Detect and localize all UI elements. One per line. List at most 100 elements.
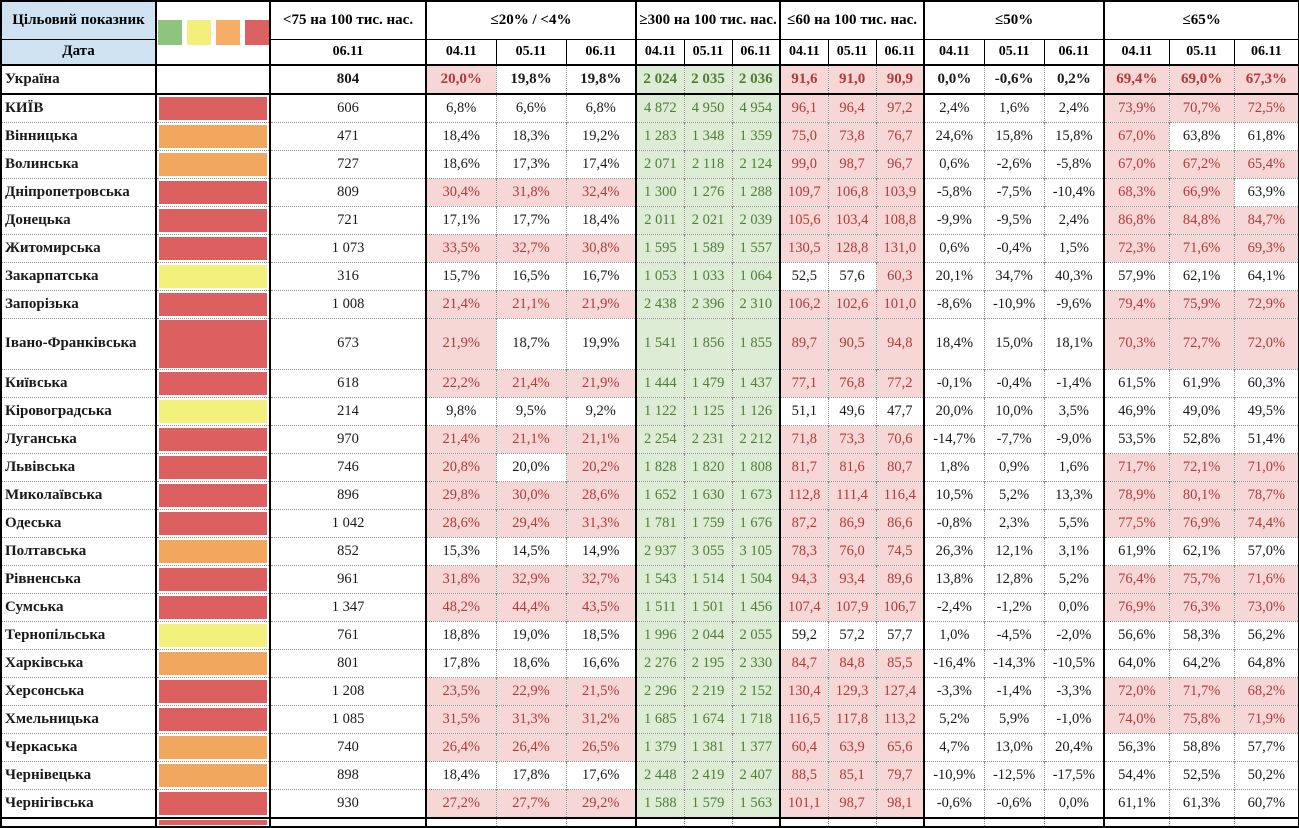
cell-empty — [1234, 816, 1299, 827]
cell-per60: 99,0 — [780, 149, 829, 178]
cell-pct65: 76,3% — [1169, 592, 1235, 621]
cell-per300: 1 514 — [684, 564, 733, 593]
cell-pct50: 24,6% — [924, 121, 985, 150]
status-swatch — [156, 564, 271, 593]
cell-pct20: 31,5% — [426, 704, 497, 733]
status-swatch — [156, 536, 271, 565]
cell-pct50: -14,3% — [984, 648, 1045, 677]
status-swatch — [156, 508, 271, 537]
cell-pct20: 6,6% — [496, 93, 567, 122]
cell-per300: 1 288 — [732, 177, 782, 206]
region-name: Луганська — [1, 424, 157, 453]
cell-pct50: 20,1% — [924, 261, 985, 290]
cell-pct20: 30,8% — [566, 233, 638, 262]
cell-pct65: 72,1% — [1169, 452, 1235, 481]
cell-pct65: 57,9% — [1104, 261, 1170, 290]
cell-pct20: 31,8% — [496, 177, 567, 206]
region-name: Львівська — [1, 452, 157, 481]
cell-pct65: 76,9% — [1104, 592, 1170, 621]
cell-per60: 131,0 — [876, 233, 926, 262]
cell-pct20: 17,6% — [566, 760, 638, 789]
cell-pct65: 64,8% — [1234, 648, 1299, 677]
region-name: Закарпатська — [1, 261, 157, 290]
cell-per300: 2 044 — [684, 620, 733, 649]
cell-pct50: -0,8% — [924, 508, 985, 537]
cell-pct50: 10,0% — [984, 396, 1045, 425]
cell-pct20: 17,8% — [496, 760, 567, 789]
cell-pct20: 27,7% — [496, 788, 567, 818]
status-swatch — [156, 63, 271, 95]
cell-per300: 1 589 — [684, 233, 733, 262]
cell-per60: 106,2 — [780, 289, 829, 318]
group-header-c75: <75 на 100 тис. нас. — [270, 1, 427, 40]
cell-per300: 2 024 — [636, 63, 685, 95]
region-name: Вінницька — [1, 121, 157, 150]
date-cell: 05.11 — [828, 39, 877, 65]
cell-pct65: 84,7% — [1234, 205, 1299, 234]
cell-per300: 1 579 — [684, 788, 733, 818]
status-swatch — [156, 261, 271, 290]
cell-pct65: 56,3% — [1104, 732, 1170, 761]
status-swatch-color — [159, 180, 267, 204]
status-swatch-color — [159, 819, 267, 825]
cell-per300: 1 855 — [732, 317, 782, 369]
status-swatch — [156, 396, 271, 425]
date-cell: 04.11 — [1104, 39, 1170, 65]
cell-per300: 2 276 — [636, 648, 685, 677]
cell-pct20: 16,5% — [496, 261, 567, 290]
table-row: Чернігівська 930 27,2% 27,7% 29,2% 1 588 1 579… — [1, 788, 1299, 818]
status-swatch-color — [159, 623, 267, 647]
cell-per300: 1 652 — [636, 480, 685, 509]
cell-pct65: 61,3% — [1169, 788, 1235, 818]
table-row: Закарпатська 316 15,7% 16,5% 16,7% 1 053 1 033… — [1, 261, 1299, 290]
cell-per60: 112,8 — [780, 480, 829, 509]
cell-pct65: 61,8% — [1234, 121, 1299, 150]
status-swatch-color — [159, 399, 267, 423]
cell-per300: 2 071 — [636, 149, 685, 178]
cell-pct50: -0,6% — [984, 63, 1045, 95]
table-row: Івано-Франківська 673 21,9% 18,7% 19,9% 1 541… — [1, 317, 1299, 369]
cell-per60: 84,7 — [780, 648, 829, 677]
cell-per60: 76,8 — [828, 368, 877, 397]
region-name: Житомирська — [1, 233, 157, 262]
table-row: Україна 804 20,0% 19,8% 19,8% 2 024 2 035 2 036… — [1, 63, 1299, 95]
cell-per300: 2 231 — [684, 424, 733, 453]
cell-per60: 127,4 — [876, 676, 926, 705]
cell-per300: 1 504 — [732, 564, 782, 593]
cell-per300: 2 937 — [636, 536, 685, 565]
cell-pct65: 61,5% — [1104, 368, 1170, 397]
cell-per60: 60,3 — [876, 261, 926, 290]
cell-pct65: 68,3% — [1104, 177, 1170, 206]
cell-pct50: 1,6% — [984, 93, 1045, 122]
cell-pct20: 21,9% — [426, 317, 497, 369]
cell-pct65: 69,0% — [1169, 63, 1235, 95]
cell-pct50: 0,0% — [1044, 788, 1106, 818]
date-cell: 05.11 — [984, 39, 1045, 65]
cell-pct65: 49,5% — [1234, 396, 1299, 425]
cell-pct50: 2,4% — [1044, 205, 1106, 234]
cell-pct20: 28,6% — [426, 508, 497, 537]
cell-pct20: 32,7% — [496, 233, 567, 262]
cell-empty — [924, 816, 985, 827]
cell-per300: 1 511 — [636, 592, 685, 621]
cell-pct50: -16,4% — [924, 648, 985, 677]
cell-pct50: -10,5% — [1044, 648, 1106, 677]
cell-c75: 1 042 — [270, 508, 427, 537]
cell-c75: 1 008 — [270, 289, 427, 318]
cell-pct20: 21,4% — [496, 368, 567, 397]
cell-pct20: 29,4% — [496, 508, 567, 537]
cell-per300: 1 673 — [732, 480, 782, 509]
date-cell: 04.11 — [780, 39, 829, 65]
cell-pct65: 72,9% — [1234, 289, 1299, 318]
cell-pct65: 71,0% — [1234, 452, 1299, 481]
cell-pct65: 60,3% — [1234, 368, 1299, 397]
status-swatch-color — [159, 319, 267, 368]
cell-per300: 1 543 — [636, 564, 685, 593]
cell-pct50: 1,0% — [924, 620, 985, 649]
cell-pct20: 20,2% — [566, 452, 638, 481]
cell-per300: 1 033 — [684, 261, 733, 290]
status-swatch — [156, 93, 271, 122]
cell-per60: 97,2 — [876, 93, 926, 122]
cell-pct50: 2,4% — [924, 93, 985, 122]
region-name: Полтавська — [1, 536, 157, 565]
